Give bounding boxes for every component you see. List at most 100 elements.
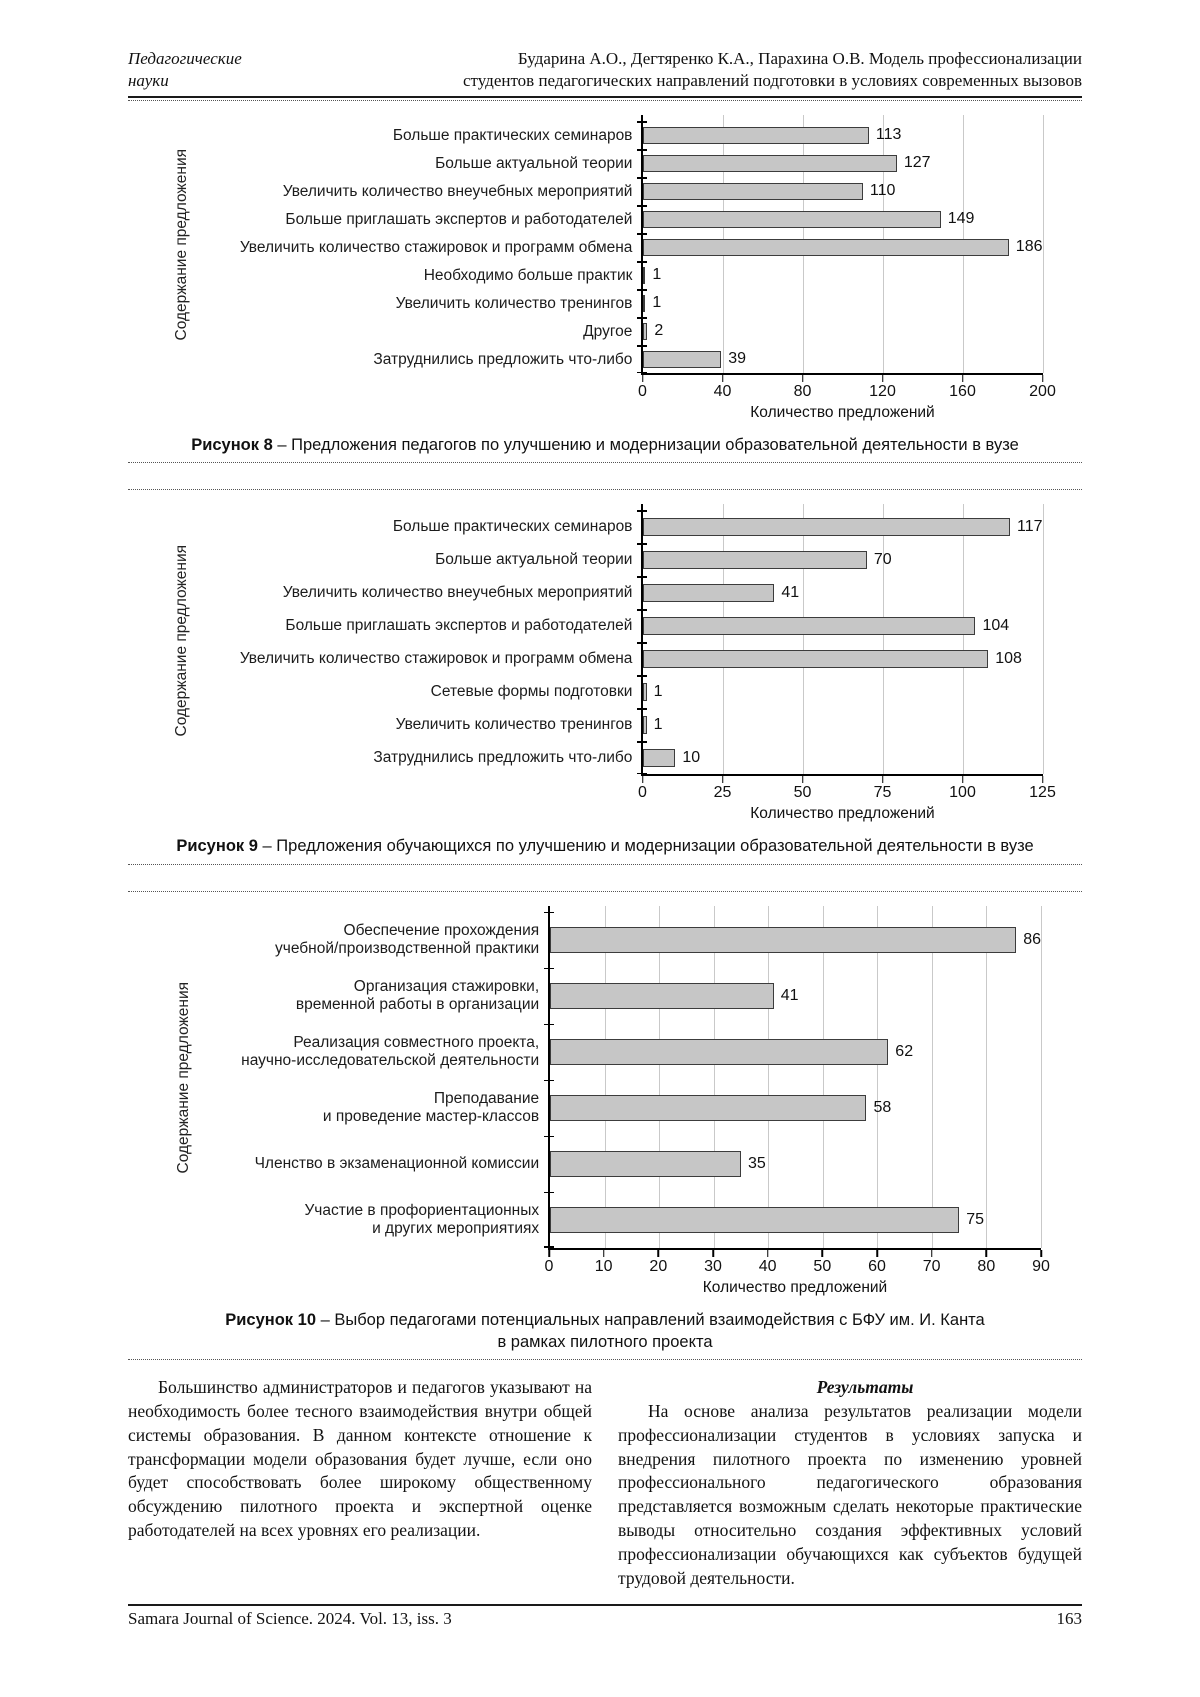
- x-axis-tick-label: 10: [594, 1257, 613, 1275]
- category-label: Больше актуальной теории: [435, 154, 633, 172]
- figure-10-chart: Содержание предложения Обеспечение прохож…: [128, 905, 1082, 1297]
- bar-value-label: 104: [982, 616, 1010, 634]
- separator: [128, 462, 1082, 464]
- caption-line2: в рамках пилотного проекта: [497, 1332, 713, 1351]
- bar: [550, 926, 1017, 953]
- page-number: 163: [1056, 1609, 1083, 1629]
- y-axis-tick: [637, 177, 648, 179]
- x-axis-tick-label: 30: [704, 1257, 722, 1275]
- bar-value-label: 149: [947, 210, 975, 228]
- bar-row: 186: [643, 233, 1043, 261]
- y-axis-tick: [637, 772, 648, 775]
- y-axis-label: Содержание предложения: [168, 504, 198, 776]
- x-axis-tick-label: 50: [793, 784, 812, 802]
- bar-value-label: 1: [653, 715, 663, 733]
- category-label: Другое: [583, 322, 633, 340]
- bar-value-label: 58: [873, 1098, 892, 1116]
- y-axis-tick: [637, 205, 648, 207]
- x-axis-tick-label: 75: [873, 784, 892, 802]
- x-axis-tick: [1041, 375, 1044, 383]
- bar-row: 86: [550, 912, 1041, 968]
- bar-row: 104: [643, 609, 1042, 642]
- bar-value-label: 75: [966, 1210, 984, 1228]
- plot-area: 113 127 110 149 186 1 1 2 39: [637, 115, 1044, 376]
- gridline: [659, 905, 661, 1248]
- bar-row: 1: [643, 261, 1042, 289]
- gridline: [604, 905, 606, 1248]
- x-axis-tick: [801, 375, 804, 383]
- caption-text: – Предложения обучающихся по улучшению и…: [257, 837, 1034, 856]
- category-label: Больше актуальной теории: [435, 551, 633, 569]
- category-label: Увеличить количество стажировок и програ…: [239, 650, 633, 668]
- x-axis-tick-label: 120: [869, 383, 896, 401]
- category-labels: Обеспечение прохождения учебной/производ…: [199, 906, 548, 1250]
- bar: [643, 126, 869, 144]
- gridline: [1041, 905, 1043, 1248]
- bar: [643, 238, 1009, 256]
- y-axis-tick: [637, 233, 648, 235]
- gridline: [882, 504, 884, 775]
- bar: [550, 1094, 867, 1121]
- bar-row: 41: [643, 576, 1042, 609]
- y-axis-tick: [637, 675, 648, 677]
- x-axis-tick-label: 125: [1029, 784, 1056, 802]
- x-axis-tick-label: 70: [922, 1257, 941, 1275]
- caption-label: Рисунок 10: [225, 1310, 317, 1329]
- running-title: Бударина А.О., Дегтяренко К.А., Парахина…: [462, 49, 1082, 91]
- bar-row: 149: [643, 205, 1042, 233]
- bar: [643, 616, 976, 635]
- y-axis-tick: [637, 543, 648, 545]
- bar: [643, 748, 676, 767]
- bar-value-label: 186: [1015, 238, 1043, 256]
- x-axis-label: Количество предложений: [750, 404, 935, 422]
- x-axis-tick-label: 80: [977, 1257, 996, 1275]
- gridline: [768, 905, 770, 1248]
- bar: [643, 583, 775, 602]
- bar-row: 75: [550, 1192, 1041, 1248]
- x-axis-tick: [961, 776, 964, 784]
- chart-main: Содержание предложения Больше практически…: [168, 504, 1044, 777]
- x-axis-tick: [801, 776, 804, 784]
- y-axis-tick: [637, 261, 648, 263]
- chart-main: Содержание предложения Обеспечение прохож…: [169, 905, 1043, 1250]
- bar: [643, 350, 722, 368]
- bar: [643, 210, 941, 228]
- y-axis-tick: [544, 911, 555, 914]
- bar-value-label: 70: [873, 550, 892, 568]
- x-axis-tick: [821, 1249, 824, 1257]
- gridline: [803, 504, 805, 775]
- bar-value-label: 2: [654, 322, 664, 340]
- bar: [643, 154, 897, 172]
- bar: [550, 1038, 889, 1065]
- x-axis-tick: [602, 1249, 605, 1257]
- caption-text: – Предложения педагогов по улучшению и м…: [272, 436, 1019, 455]
- bar-value-label: 127: [903, 154, 931, 172]
- y-axis-tick: [544, 1246, 555, 1248]
- bar: [643, 649, 989, 668]
- gridline: [1042, 504, 1044, 775]
- y-axis-tick: [637, 609, 648, 611]
- x-axis-tick-label: 40: [758, 1257, 777, 1275]
- category-label: Увеличить количество стажировок и програ…: [239, 238, 633, 256]
- bar-value-label: 86: [1023, 930, 1042, 948]
- gridline: [713, 905, 715, 1248]
- caption-text: – Выбор педагогами потенциальных направл…: [316, 1310, 985, 1329]
- x-axis-tick-label: 90: [1032, 1257, 1050, 1275]
- caption-label: Рисунок 8: [191, 436, 273, 455]
- header-separator: [128, 100, 1082, 102]
- caption-label: Рисунок 9: [176, 837, 258, 856]
- x-axis-tick: [721, 776, 724, 784]
- category-label: Больше практических семинаров: [392, 126, 633, 144]
- bar-value-label: 41: [780, 986, 799, 1004]
- y-axis-tick: [544, 1023, 555, 1026]
- y-axis-tick: [544, 967, 555, 970]
- y-axis-tick: [544, 1135, 555, 1138]
- bar-row: 113: [643, 121, 1042, 149]
- gridline: [931, 905, 933, 1248]
- category-label: Увеличить количество тренингов: [395, 294, 633, 312]
- bar-value-label: 35: [748, 1154, 766, 1172]
- x-axis-tick: [721, 375, 724, 383]
- bar-value-label: 113: [875, 126, 902, 144]
- category-label: Реализация совместного проекта, научно-и…: [241, 1034, 540, 1069]
- y-axis-tick: [637, 371, 648, 374]
